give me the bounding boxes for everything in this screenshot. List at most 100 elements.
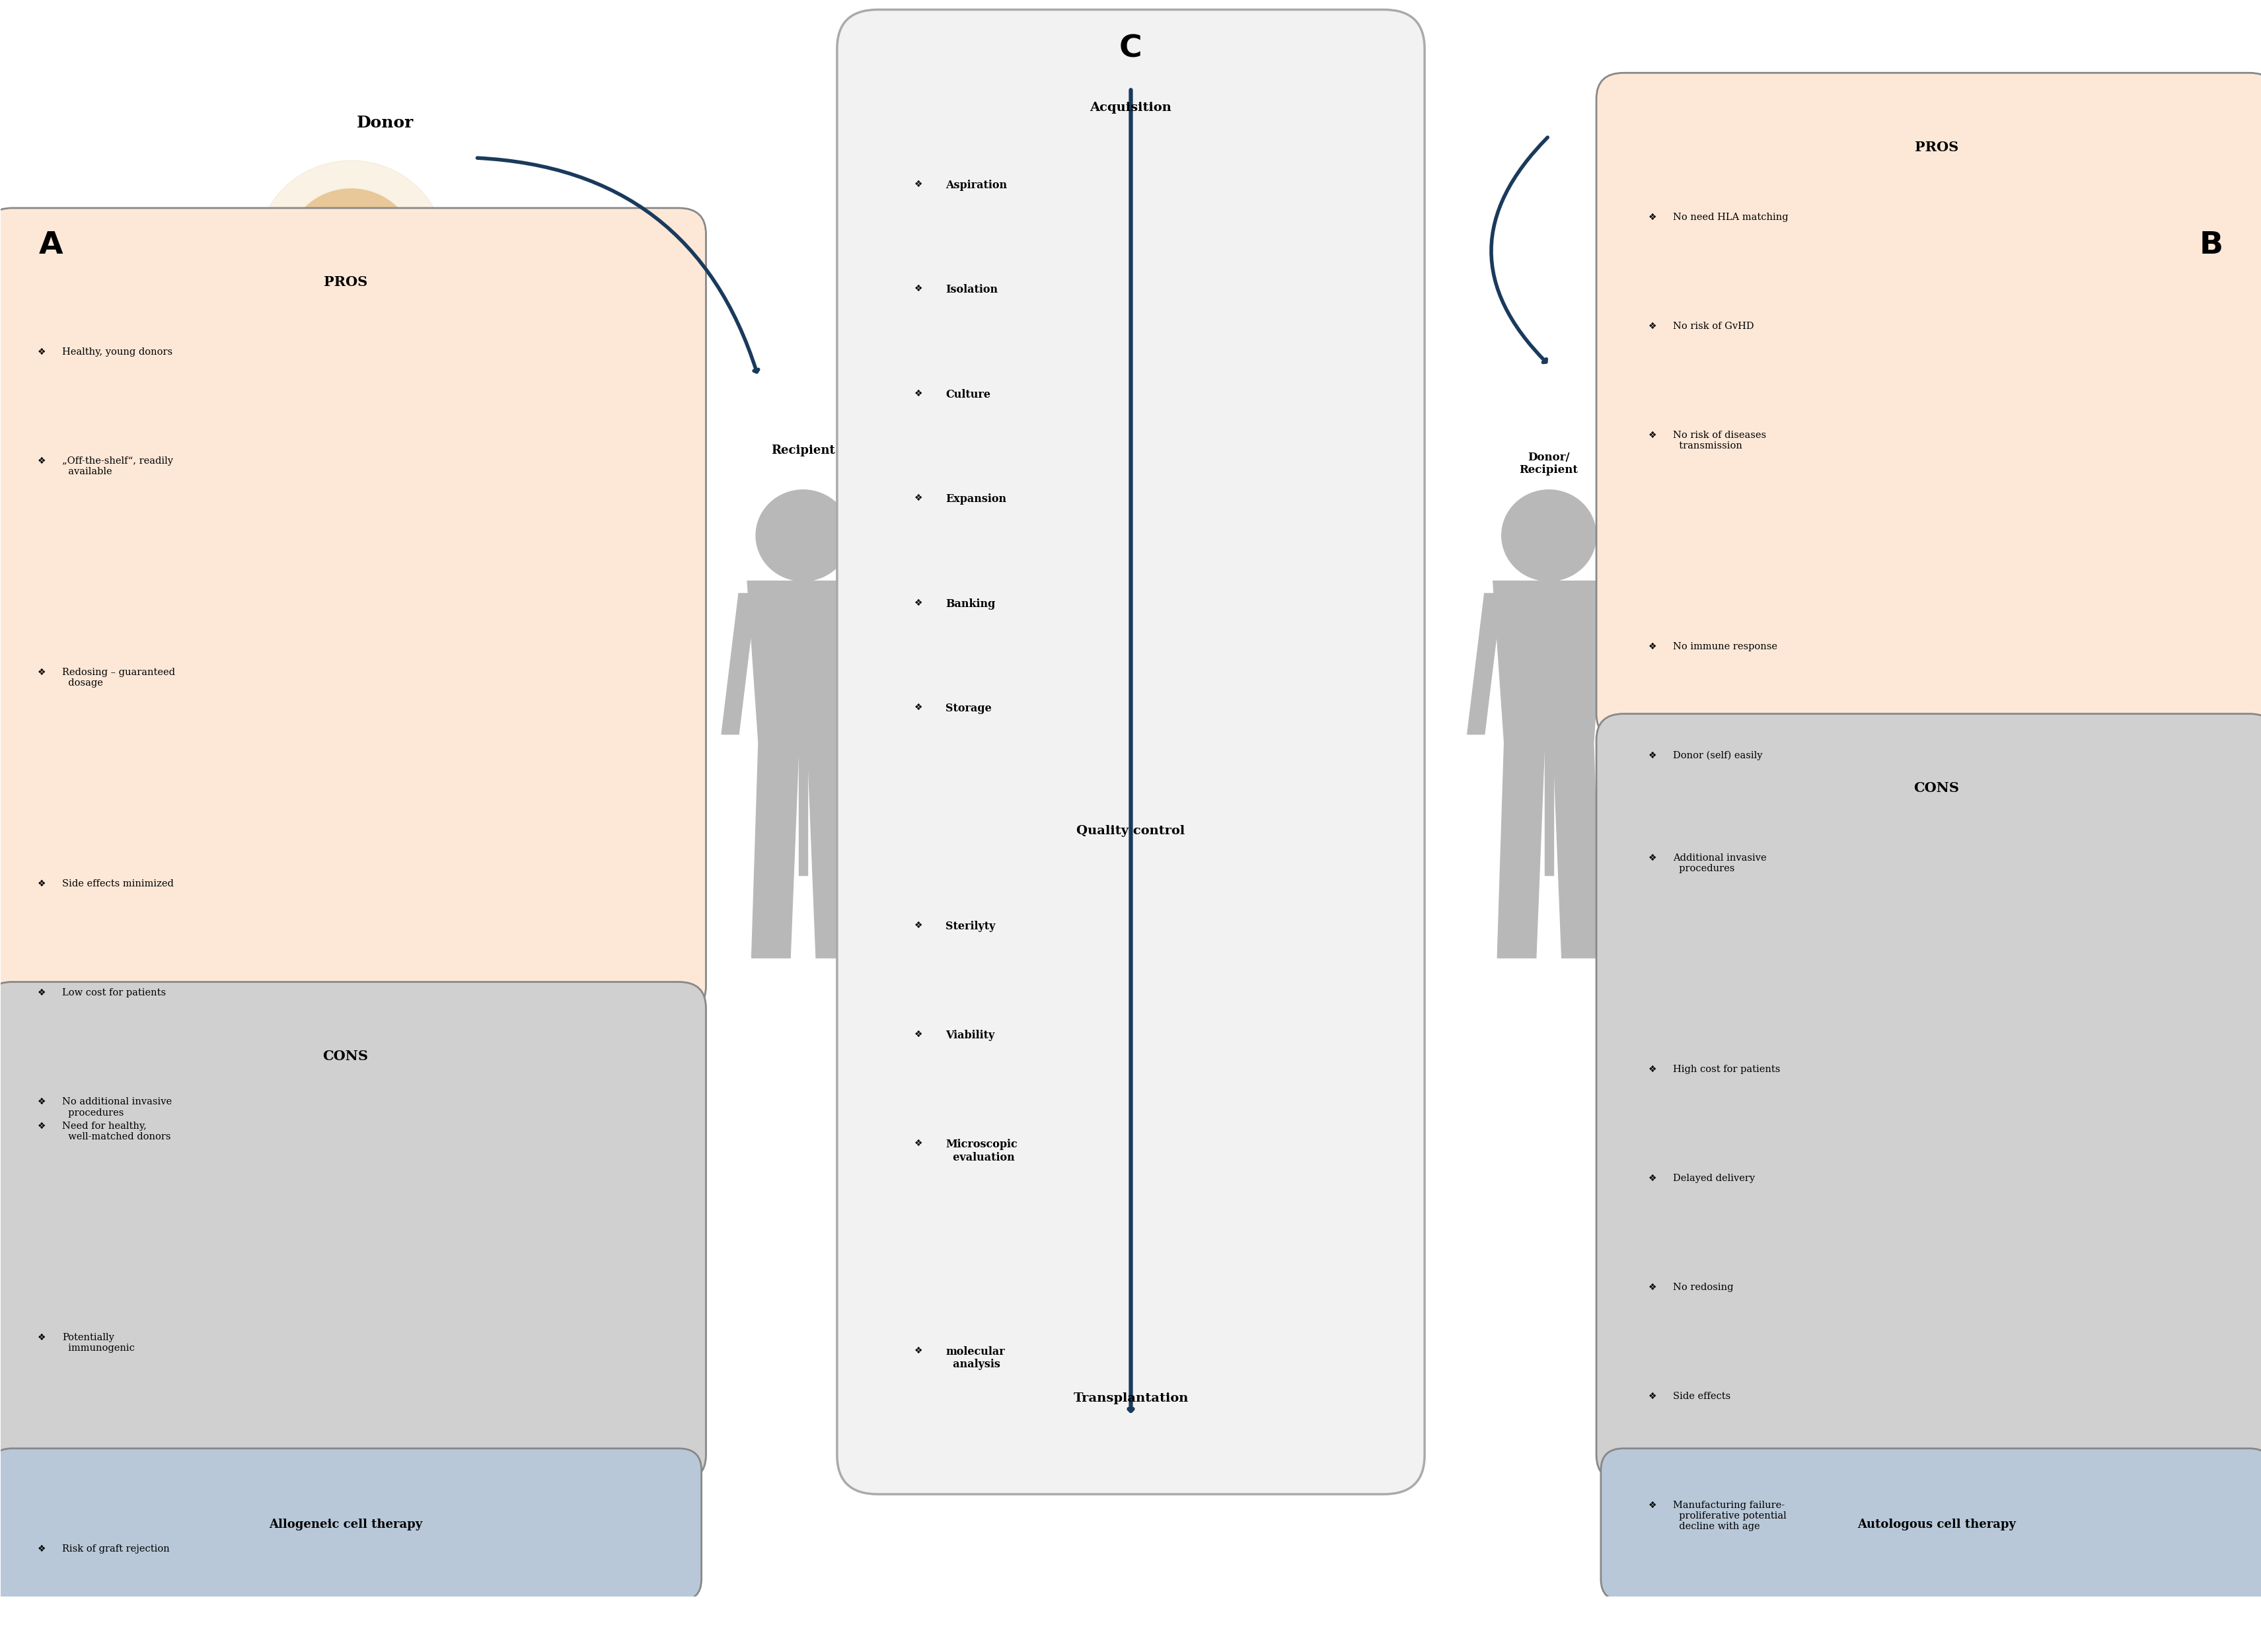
Polygon shape bbox=[807, 742, 855, 958]
Text: A: A bbox=[38, 230, 63, 259]
Text: Need for healthy,
  well-matched donors: Need for healthy, well-matched donors bbox=[61, 1122, 170, 1142]
Text: ❖: ❖ bbox=[38, 988, 45, 998]
Text: ❖: ❖ bbox=[1648, 322, 1657, 330]
Text: ❖: ❖ bbox=[1648, 1500, 1657, 1510]
Text: Transplantation: Transplantation bbox=[1074, 1393, 1187, 1404]
Text: No immune response: No immune response bbox=[1673, 643, 1777, 651]
Text: No need HLA matching: No need HLA matching bbox=[1673, 213, 1788, 221]
Polygon shape bbox=[240, 330, 287, 524]
Text: ❖: ❖ bbox=[913, 1138, 922, 1148]
Text: Culture: Culture bbox=[945, 388, 990, 400]
Text: Risk of graft rejection: Risk of graft rejection bbox=[61, 1545, 170, 1553]
Text: ❖: ❖ bbox=[38, 1097, 45, 1107]
Text: Allogeneic cell therapy: Allogeneic cell therapy bbox=[269, 1518, 423, 1531]
Text: Quality control: Quality control bbox=[1076, 824, 1185, 838]
Text: Potentially
  immunogenic: Potentially immunogenic bbox=[61, 1333, 133, 1353]
Polygon shape bbox=[721, 593, 755, 733]
Text: Expansion: Expansion bbox=[945, 494, 1006, 506]
Text: Delayed delivery: Delayed delivery bbox=[1673, 1173, 1755, 1183]
Text: High cost for patients: High cost for patients bbox=[1673, 1066, 1779, 1074]
Text: B: B bbox=[2198, 230, 2223, 259]
FancyBboxPatch shape bbox=[0, 208, 705, 1013]
Text: ❖: ❖ bbox=[913, 598, 922, 608]
FancyBboxPatch shape bbox=[837, 10, 1424, 1493]
Polygon shape bbox=[1553, 742, 1601, 958]
Polygon shape bbox=[850, 593, 884, 733]
Text: Isolation: Isolation bbox=[945, 284, 997, 296]
Text: Redosing – guaranteed
  dosage: Redosing – guaranteed dosage bbox=[61, 667, 174, 687]
Polygon shape bbox=[280, 535, 346, 829]
Polygon shape bbox=[1596, 593, 1630, 733]
Text: Banking: Banking bbox=[945, 598, 995, 610]
Text: CONS: CONS bbox=[1913, 781, 1958, 795]
Text: ❖: ❖ bbox=[913, 702, 922, 712]
Text: ❖: ❖ bbox=[1648, 1391, 1657, 1401]
Text: Side effects minimized: Side effects minimized bbox=[61, 879, 174, 889]
Text: PROS: PROS bbox=[323, 276, 366, 289]
Text: Donor: Donor bbox=[357, 116, 414, 131]
FancyBboxPatch shape bbox=[1601, 1449, 2261, 1601]
Text: Viability: Viability bbox=[945, 1029, 995, 1041]
Text: Autologous cell therapy: Autologous cell therapy bbox=[1856, 1518, 2015, 1531]
Polygon shape bbox=[1544, 742, 1553, 876]
Text: Recipient: Recipient bbox=[771, 444, 834, 456]
Text: Donor/
Recipient: Donor/ Recipient bbox=[1519, 451, 1578, 476]
Text: C: C bbox=[1119, 35, 1142, 64]
Text: ❖: ❖ bbox=[1648, 1282, 1657, 1292]
Text: ❖: ❖ bbox=[1648, 1066, 1657, 1074]
Polygon shape bbox=[794, 548, 814, 582]
Text: ❖: ❖ bbox=[38, 1122, 45, 1130]
Text: Aspiration: Aspiration bbox=[945, 180, 1006, 192]
Text: ❖: ❖ bbox=[1648, 643, 1657, 651]
Polygon shape bbox=[1467, 593, 1501, 733]
Text: ❖: ❖ bbox=[38, 1333, 45, 1341]
Text: Storage: Storage bbox=[945, 702, 990, 714]
Text: ❖: ❖ bbox=[1648, 750, 1657, 760]
FancyBboxPatch shape bbox=[1596, 714, 2261, 1482]
Text: ❖: ❖ bbox=[38, 456, 45, 466]
Text: Donor (self) easily: Donor (self) easily bbox=[1673, 750, 1761, 760]
Polygon shape bbox=[1497, 742, 1544, 958]
Polygon shape bbox=[1492, 582, 1605, 742]
Text: Microscopic
  evaluation: Microscopic evaluation bbox=[945, 1138, 1017, 1163]
Text: ❖: ❖ bbox=[913, 388, 922, 398]
Text: Low cost for patients: Low cost for patients bbox=[61, 988, 165, 998]
Text: Side effects: Side effects bbox=[1673, 1391, 1730, 1401]
Circle shape bbox=[287, 188, 416, 314]
Text: ❖: ❖ bbox=[38, 879, 45, 889]
Circle shape bbox=[258, 160, 445, 342]
Polygon shape bbox=[276, 314, 427, 535]
Text: ❖: ❖ bbox=[913, 284, 922, 294]
Polygon shape bbox=[346, 535, 357, 715]
Text: CONS: CONS bbox=[323, 1049, 369, 1062]
Text: ❖: ❖ bbox=[913, 1029, 922, 1039]
Text: ❖: ❖ bbox=[913, 1346, 922, 1355]
FancyBboxPatch shape bbox=[0, 981, 705, 1482]
Text: Sterilyty: Sterilyty bbox=[945, 920, 995, 932]
FancyBboxPatch shape bbox=[1596, 73, 2261, 740]
Polygon shape bbox=[798, 742, 807, 876]
Text: „Off-the-shelf“, readily
  available: „Off-the-shelf“, readily available bbox=[61, 456, 172, 476]
Circle shape bbox=[1501, 491, 1596, 582]
Polygon shape bbox=[1537, 548, 1558, 582]
Polygon shape bbox=[357, 535, 421, 829]
Text: ❖: ❖ bbox=[38, 667, 45, 677]
Text: ❖: ❖ bbox=[913, 180, 922, 188]
Text: Additional invasive
  procedures: Additional invasive procedures bbox=[1673, 854, 1766, 874]
Text: ❖: ❖ bbox=[1648, 854, 1657, 862]
Text: ❖: ❖ bbox=[38, 347, 45, 357]
FancyBboxPatch shape bbox=[0, 1449, 701, 1601]
Polygon shape bbox=[751, 742, 798, 958]
Text: Healthy, young donors: Healthy, young donors bbox=[61, 347, 172, 357]
Text: molecular
  analysis: molecular analysis bbox=[945, 1346, 1004, 1370]
Text: Acquisition: Acquisition bbox=[1090, 102, 1171, 114]
Polygon shape bbox=[337, 268, 366, 314]
Text: ❖: ❖ bbox=[1648, 431, 1657, 439]
Text: ❖: ❖ bbox=[38, 1545, 45, 1553]
Text: PROS: PROS bbox=[1915, 140, 1958, 154]
Text: ❖: ❖ bbox=[913, 920, 922, 930]
Polygon shape bbox=[416, 330, 464, 524]
Text: ❖: ❖ bbox=[1648, 213, 1657, 221]
Text: ❖: ❖ bbox=[1648, 1173, 1657, 1183]
Text: No risk of GvHD: No risk of GvHD bbox=[1673, 322, 1755, 330]
